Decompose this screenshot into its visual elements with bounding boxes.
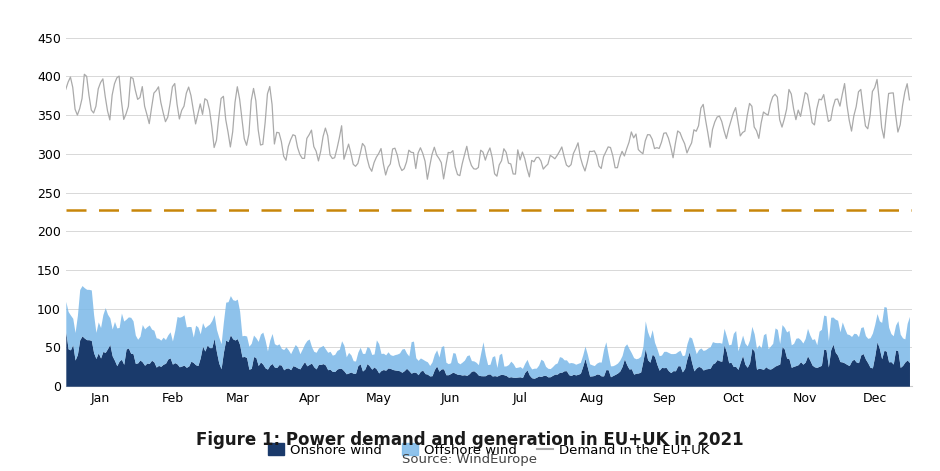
- Text: Figure 1: Power demand and generation in EU+UK in 2021: Figure 1: Power demand and generation in…: [196, 431, 744, 449]
- Legend: Onshore wind, Offshore wind, Demand in the EU+UK: Onshore wind, Offshore wind, Demand in t…: [262, 438, 715, 462]
- Text: Source: WindEurope: Source: WindEurope: [402, 453, 538, 466]
